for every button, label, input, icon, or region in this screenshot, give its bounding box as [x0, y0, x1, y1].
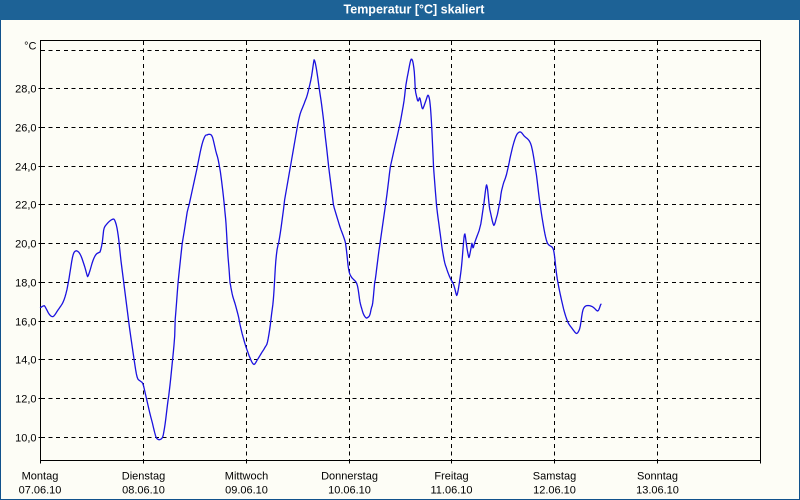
svg-text:16,0: 16,0 [15, 317, 36, 329]
svg-text:08.06.10: 08.06.10 [122, 485, 165, 497]
svg-text:12.06.10: 12.06.10 [533, 485, 576, 497]
svg-text:09.06.10: 09.06.10 [225, 485, 268, 497]
svg-text:18,0: 18,0 [15, 278, 36, 290]
svg-text:°C: °C [24, 41, 36, 53]
svg-text:Dienstag: Dienstag [122, 471, 165, 483]
svg-text:12,0: 12,0 [15, 394, 36, 406]
svg-text:Temperatur [°C] skaliert: Temperatur [°C] skaliert [344, 3, 486, 17]
svg-text:10.06.10: 10.06.10 [328, 485, 371, 497]
svg-text:11.06.10: 11.06.10 [430, 485, 472, 497]
svg-text:28,0: 28,0 [15, 84, 36, 96]
svg-text:24,0: 24,0 [15, 162, 36, 174]
svg-text:20,0: 20,0 [15, 239, 36, 251]
svg-text:22,0: 22,0 [15, 200, 36, 212]
svg-text:13.06.10: 13.06.10 [636, 485, 679, 497]
svg-text:Donnerstag: Donnerstag [321, 471, 378, 483]
svg-text:10,0: 10,0 [15, 433, 36, 445]
svg-text:Mittwoch: Mittwoch [225, 471, 268, 483]
svg-text:14,0: 14,0 [15, 355, 36, 367]
svg-text:Sonntag: Sonntag [637, 471, 678, 483]
svg-text:Montag: Montag [22, 471, 59, 483]
svg-text:Samstag: Samstag [533, 471, 576, 483]
svg-text:Freitag: Freitag [434, 471, 468, 483]
svg-text:26,0: 26,0 [15, 123, 36, 135]
svg-text:07.06.10: 07.06.10 [19, 485, 62, 497]
